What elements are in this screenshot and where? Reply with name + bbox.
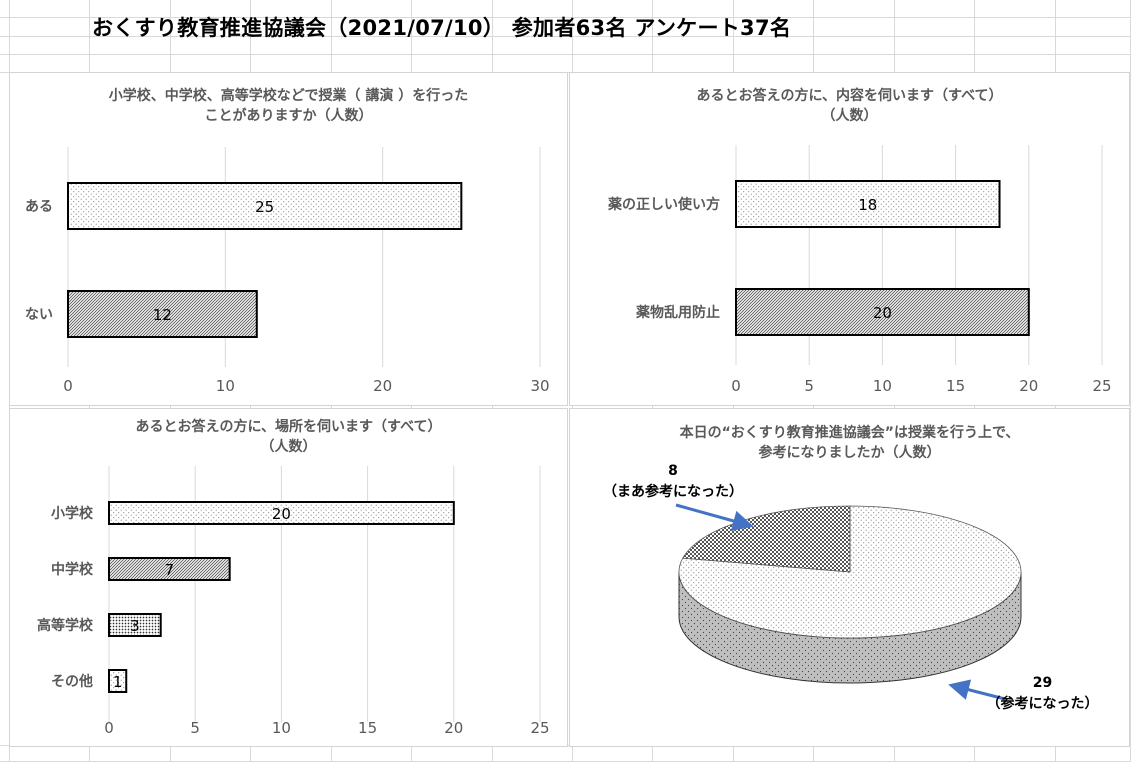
bar-その他	[108, 669, 128, 693]
data-label: 20	[272, 505, 291, 523]
category-label: 中学校	[51, 561, 94, 578]
chart-panel-lecture-experience: 小学校、中学校、高等学校などで授業（ 講演 ）を行った ことがありますか（人数）…	[9, 72, 568, 406]
lecture-content-bar-chart: 0 5 10 15 20 25 薬の正しい使い方 18 薬物乱用防止 20	[608, 145, 1112, 395]
data-label: 3	[130, 617, 140, 635]
x-tick-label: 0	[63, 377, 73, 395]
pie-category-label: （参考になった）	[986, 696, 1099, 712]
bar-中学校	[108, 557, 231, 581]
x-tick-label: 15	[946, 377, 965, 395]
bar-小学校	[108, 501, 455, 525]
page-title: おくすり教育推進協議会（2021/07/10） 参加者63名 アンケート37名	[92, 16, 792, 40]
x-tick-label: 10	[272, 719, 291, 737]
pie-value-label: 8	[668, 463, 678, 479]
pie-label-useful: 29 （参考になった）	[965, 673, 1120, 715]
x-tick-label: 25	[530, 719, 549, 737]
x-tick-label: 25	[1092, 377, 1111, 395]
bar-薬の正しい使い方	[735, 180, 1001, 228]
category-label: 薬物乱用防止	[636, 304, 720, 321]
chart-title-line: あるとお答えの方に、場所を伺います（すべて）	[135, 419, 442, 435]
category-label: 小学校	[51, 505, 94, 522]
chart-title-line: あるとお答えの方に、内容を伺います（すべて）	[696, 88, 1003, 104]
bar-高等学校	[108, 613, 162, 637]
bar-ない	[67, 290, 258, 338]
data-label: 1	[113, 673, 123, 691]
data-label: 20	[873, 304, 892, 322]
usefulness-pie-chart	[675, 503, 1022, 701]
data-label: 7	[165, 561, 175, 579]
callout-arrow-useful	[948, 679, 1006, 701]
category-label: ない	[25, 307, 53, 323]
pie-category-label: （まあ参考になった）	[603, 484, 743, 500]
category-label: 高等学校	[37, 617, 94, 634]
category-label: その他	[51, 673, 93, 690]
bar-ある	[67, 182, 463, 230]
chart-panel-usefulness: 本日の“おくすり教育推進協議会”は授業を行う上で、 参考になりましたか（人数） …	[569, 408, 1130, 747]
data-label: 25	[255, 198, 274, 216]
bar-薬物乱用防止	[735, 288, 1030, 336]
x-tick-label: 10	[216, 377, 235, 395]
x-tick-label: 0	[104, 719, 114, 737]
lecture-experience-bar-chart: 0 10 20 30 ある 25 ない 12	[25, 147, 550, 395]
chart-panel-lecture-location: あるとお答えの方に、場所を伺います（すべて） （人数） 0 5 10 15 20 25 小学…	[9, 408, 568, 747]
chart-title-line: 小学校、中学校、高等学校などで授業（ 講演 ）を行った	[108, 88, 469, 104]
chart-title-line: 本日の“おくすり教育推進協議会”は授業を行う上で、	[679, 425, 1020, 441]
chart-title: 小学校、中学校、高等学校などで授業（ 講演 ）を行った ことがありますか（人数）	[10, 86, 567, 126]
x-tick-label: 15	[358, 719, 377, 737]
chart-panel-lecture-content: あるとお答えの方に、内容を伺います（すべて） （人数） 0 5 10 15 20 25 薬の…	[569, 72, 1130, 406]
lecture-location-bar-chart: 0 5 10 15 20 25 小学校 20 中学校 7 高等学校 3 その他 1	[37, 466, 550, 737]
chart-title: あるとお答えの方に、場所を伺います（すべて） （人数）	[10, 417, 567, 457]
category-label: ある	[25, 199, 53, 215]
x-tick-label: 20	[1019, 377, 1038, 395]
x-tick-label: 5	[190, 719, 200, 737]
data-label: 18	[858, 196, 877, 214]
callout-arrow-somewhat-useful	[675, 503, 754, 532]
x-tick-label: 20	[373, 377, 392, 395]
chart-title-line: （人数）	[260, 439, 317, 455]
x-tick-label: 30	[530, 377, 549, 395]
data-label: 12	[153, 306, 172, 324]
chart-title-line: ことがありますか（人数）	[204, 108, 373, 124]
chart-title-line: （人数）	[821, 108, 878, 124]
chart-title: 本日の“おくすり教育推進協議会”は授業を行う上で、 参考になりましたか（人数）	[570, 423, 1129, 463]
x-tick-label: 5	[804, 377, 814, 395]
pie-label-somewhat-useful: 8 （まあ参考になった）	[573, 461, 773, 503]
x-tick-label: 0	[731, 377, 741, 395]
x-tick-label: 10	[873, 377, 892, 395]
x-tick-label: 20	[444, 719, 463, 737]
category-label: 薬の正しい使い方	[608, 196, 720, 213]
chart-title: あるとお答えの方に、内容を伺います（すべて） （人数）	[570, 86, 1129, 126]
chart-title-line: 参考になりましたか（人数）	[758, 445, 941, 461]
pie-value-label: 29	[1032, 675, 1053, 691]
